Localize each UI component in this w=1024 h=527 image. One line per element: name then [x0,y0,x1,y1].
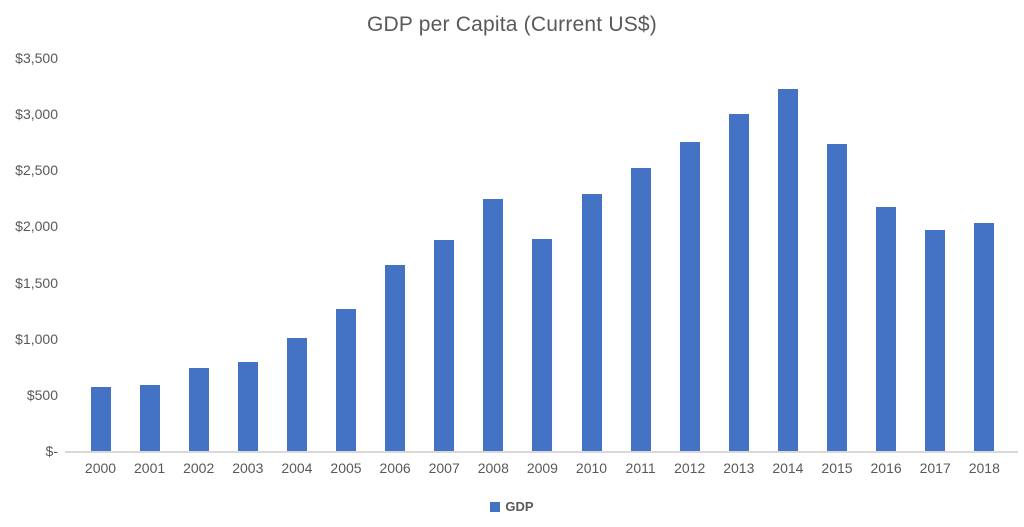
bar-2004 [286,337,307,451]
x-tick-label: 2000 [84,460,117,476]
bar-2003 [237,361,258,451]
y-tick-label: $1,500 [15,274,58,291]
y-tick-label: $500 [26,386,58,403]
bar-2009 [532,238,553,451]
bar-2018 [974,223,995,451]
bar-2016 [876,206,897,451]
bar-2002 [188,367,209,451]
x-tick-label: 2016 [870,460,902,476]
chart-title: GDP per Capita (Current US$) [367,13,657,36]
x-tick-label: 2011 [625,460,656,476]
x-tick-label: 2006 [379,460,411,476]
x-tick-label: 2017 [919,460,951,476]
x-tick-label: 2014 [772,460,804,476]
x-tick-label: 2004 [281,460,313,476]
legend: GDP [0,499,1024,514]
y-tick-label: $3,000 [15,106,58,123]
bar-2008 [483,199,504,451]
y-tick-label: $2,000 [15,218,58,235]
y-tick-label: $1,000 [15,330,58,347]
x-tick-label: 2009 [526,460,558,476]
x-tick-label: 2007 [428,460,460,476]
y-tick-label: $3,500 [15,50,58,66]
bar-2001 [139,384,160,451]
legend-swatch-icon [490,501,501,512]
x-tick-label: 2012 [674,460,706,476]
x-tick-label: 2001 [134,460,166,476]
x-tick-label: 2013 [723,460,755,476]
bar-2005 [336,308,356,451]
x-tick-label: 2003 [232,460,264,476]
bar-2015 [827,144,847,451]
bar-2007 [434,239,455,451]
x-tick-label: 2010 [575,460,608,476]
y-tick-label: $- [45,443,58,459]
bar-2011 [630,168,651,451]
legend-label-gdp: GDP [505,499,534,514]
x-tick-label: 2015 [821,460,853,476]
bar-2012 [679,142,700,451]
bar-2014 [777,89,798,451]
bar-2000 [90,387,111,451]
x-tick-label: 2018 [968,460,1000,476]
x-tick-label: 2005 [330,460,362,476]
bar-2013 [728,114,749,451]
bar-2017 [925,229,946,451]
bar-2006 [385,265,406,451]
x-tick-label: 2008 [477,460,509,476]
bar-2010 [581,193,602,451]
x-axis-line [65,451,1018,453]
x-tick-label: 2002 [183,460,215,476]
y-tick-label: $2,500 [15,162,58,179]
